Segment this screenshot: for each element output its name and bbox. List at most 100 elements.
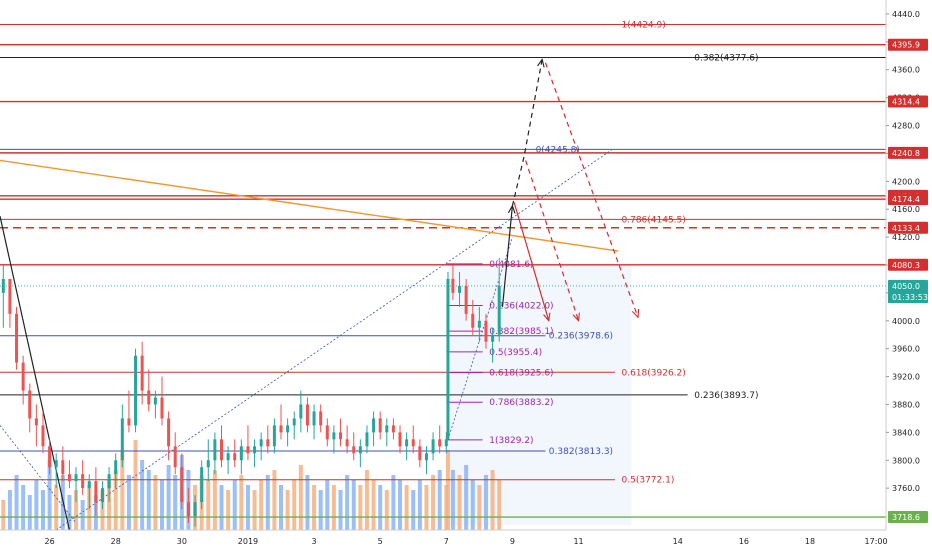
price-badge-label: 4050.0 [892,282,920,291]
volume-bar [371,480,376,530]
volume-bar [338,490,343,530]
time-tick-label: 3 [312,537,317,546]
candle-body [471,313,475,328]
candle-body [48,446,52,468]
volume-bar [206,480,211,530]
candle-body [186,502,190,517]
price-tick-label: 3760.0 [892,484,920,493]
candle-body [446,278,450,440]
candle-body [272,425,276,447]
price-badge-label: 4133.4 [892,224,920,233]
volume-bar [34,480,39,530]
volume-bar [477,485,482,530]
trendline [0,216,71,531]
candle-body [226,453,230,461]
candle-body [213,439,217,461]
candle-body [319,411,323,426]
candle-body [1,278,5,293]
time-tick-label: 30 [177,537,187,546]
candle-body [8,278,12,314]
candle-body [87,481,91,489]
time-tick-label: 11 [573,537,583,546]
fib-level-label: 0.382(3985.1) [489,327,553,337]
volume-bar [312,485,317,530]
volume-bar [483,475,488,530]
candle-body [484,320,488,342]
candle-body [94,481,98,503]
volume-bar [219,485,224,530]
time-axis[interactable]: 26 28 30 2019 3 5 7 9 11 14 16 18 17:00 [0,529,932,550]
volume-bar [325,480,330,530]
price-badge [888,291,928,304]
volume-bar [1,500,6,530]
candle-body [358,446,362,454]
volume-bar [358,485,363,530]
candle-body [34,418,38,426]
candle-body [365,432,369,447]
trendline [55,149,612,531]
candle-body [299,404,303,419]
time-tick-label: 16 [739,537,749,546]
price-tick-label: 3880.0 [892,400,920,409]
candle-body [497,285,501,335]
volume-bar [259,480,264,530]
candle-body [431,439,435,454]
candle-body [67,474,71,482]
candle-body [286,425,290,433]
price-tick-label: 4200.0 [892,177,920,186]
price-badge [888,221,928,234]
price-badge-label: 3718.6 [892,513,920,522]
candle-body [74,474,78,482]
trendline [0,425,77,524]
volume-bar [497,480,502,530]
price-badge [888,38,928,51]
trendline [0,159,619,252]
level-label: 0(4245.8) [536,145,580,155]
volume-bar [67,495,72,530]
candle-body [180,467,184,503]
price-badge-label: 4174.4 [892,195,920,204]
volume-bar [120,450,125,530]
time-tick-label: 9 [510,537,515,546]
candle-body [127,418,131,426]
projection-path [544,62,638,318]
price-tick-label: 4280.0 [892,122,920,131]
candle-body [200,467,204,503]
candle-body [193,502,197,517]
volume-bar [378,485,383,530]
volume-bar [100,490,105,530]
candle-body [411,439,415,447]
time-tick-label: 26 [44,537,54,546]
volume-bar [345,475,350,530]
fib-level-label: 0.786(3883.2) [489,398,553,408]
fib-level-label: 1(3829.2) [489,436,533,446]
candle-body [477,320,481,328]
candle-body [325,425,329,440]
volume-bar [27,495,32,530]
price-badge [888,511,928,524]
candle-body [134,355,138,426]
candle-body [292,418,296,426]
time-tick-label: 18 [805,537,815,546]
volume-bar [133,440,138,530]
time-tick-label: 5 [378,537,383,546]
candle-body [279,425,283,433]
volume-bar [239,475,244,530]
volume-bar [391,475,396,530]
candle-body [385,425,389,433]
candle-body [114,460,118,475]
volume-bar [40,490,45,530]
price-badge-label: 4395.9 [892,41,920,50]
candle-body [332,432,336,440]
time-axis-bg [0,530,932,550]
volume-bar [404,485,409,530]
candle-body [405,439,409,447]
candle-body [160,397,164,419]
volume-bar [153,475,158,530]
candle-body [61,460,65,475]
price-tick-label: 4000.0 [892,317,920,326]
time-tick-label: 7 [444,537,449,546]
volume-bar [166,465,171,530]
